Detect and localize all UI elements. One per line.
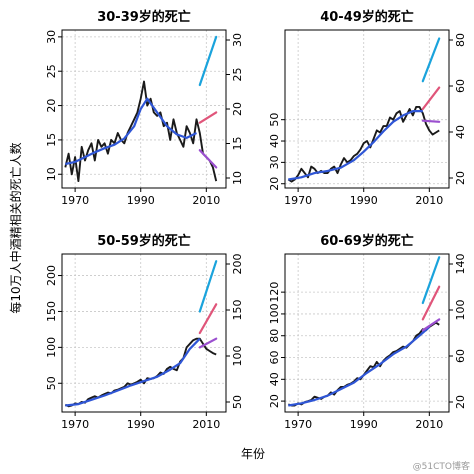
series-observed-line xyxy=(64,337,217,408)
series-scenario-mid-line xyxy=(421,86,441,111)
panel-3: 1970 1990 2010 50 100 150 200 50 100 150 200 50-59岁… xyxy=(45,233,244,431)
y-right-tick-label: 20 xyxy=(231,102,244,116)
plot-frame xyxy=(284,29,450,189)
y-left-tick-label: 20 xyxy=(268,177,281,191)
y-left-tick-label: 100 xyxy=(45,337,58,358)
x-tick-label: 1990 xyxy=(127,194,155,207)
y-right-tick-label: 140 xyxy=(454,254,467,275)
panel-4: 1970 1990 201020406080100120206010014060-6… xyxy=(268,233,467,431)
x-tick-label: 1990 xyxy=(350,194,378,207)
x-tick-label: 1970 xyxy=(284,418,312,431)
y-left-tick-label: 15 xyxy=(45,133,58,147)
x-tick-label: 1990 xyxy=(350,418,378,431)
y-left-tick-label: 200 xyxy=(45,265,58,286)
y-right-tick-label: 40 xyxy=(454,125,467,139)
series-smooth-line xyxy=(65,337,201,407)
series-scenario-low-line xyxy=(421,318,441,332)
x-tick-label: 2010 xyxy=(192,194,220,207)
y-left-tick-label: 30 xyxy=(45,30,58,44)
series-scenario-mid-line xyxy=(421,285,441,321)
y-left-tick-label: 120 xyxy=(268,282,281,303)
y-right-tick-label: 20 xyxy=(454,171,467,185)
panel-title: 30-39岁的死亡 xyxy=(97,9,191,25)
panel-title: 40-49岁的死亡 xyxy=(320,9,414,25)
series-scenario-high-line xyxy=(421,256,441,305)
y-left-tick-label: 10 xyxy=(45,167,58,181)
series-scenario-mid-line xyxy=(198,303,218,335)
series-scenario-mid-line xyxy=(198,111,218,124)
y-left-tick-label: 150 xyxy=(45,301,58,322)
y-left-tick-label: 20 xyxy=(268,394,281,408)
plot-frame xyxy=(284,253,450,413)
series-scenario-low-line xyxy=(198,149,218,169)
y-right-tick-label: 80 xyxy=(454,33,467,47)
series-scenario-low-line xyxy=(198,337,218,349)
y-left-tick-label: 60 xyxy=(268,351,281,365)
y-right-tick-label: 200 xyxy=(231,254,244,275)
plot-area xyxy=(287,256,441,407)
y-right-tick-label: 15 xyxy=(231,137,244,151)
series-scenario-high-line xyxy=(421,37,441,83)
y-right-tick-label: 60 xyxy=(454,79,467,93)
plot-area xyxy=(64,260,218,408)
series-smooth-line xyxy=(65,97,197,166)
y-right-tick-label: 30 xyxy=(231,33,244,47)
figure-y-axis-label: 每10万人中酒精相关的死亡人数 xyxy=(8,142,23,313)
y-right-tick-label: 100 xyxy=(454,300,467,321)
y-right-tick-label: 100 xyxy=(231,346,244,367)
y-left-tick-label: 100 xyxy=(268,303,281,324)
plot-area xyxy=(64,35,218,183)
y-left-tick-label: 25 xyxy=(45,64,58,78)
plot-area xyxy=(287,37,441,183)
x-tick-label: 1990 xyxy=(127,418,155,431)
x-tick-label: 2010 xyxy=(192,418,220,431)
plot-frame xyxy=(61,253,227,413)
y-right-tick-label: 10 xyxy=(231,171,244,185)
panel-1: 1970 1990 20101015202530101520253030-39岁的死… xyxy=(45,9,244,207)
series-scenario-low-line xyxy=(421,119,441,123)
y-left-tick-label: 50 xyxy=(45,376,58,390)
y-right-tick-label: 50 xyxy=(231,395,244,409)
y-right-tick-label: 60 xyxy=(454,349,467,363)
series-scenario-high-line xyxy=(198,35,218,87)
figure-x-axis-label: 年份 xyxy=(241,447,265,461)
y-left-tick-label: 40 xyxy=(268,134,281,148)
y-left-tick-label: 20 xyxy=(45,99,58,113)
y-right-tick-label: 150 xyxy=(231,300,244,321)
y-left-tick-label: 80 xyxy=(268,329,281,343)
series-smooth-line xyxy=(288,110,423,181)
series-smooth-line xyxy=(288,326,431,407)
series-scenario-high-line xyxy=(198,260,218,313)
y-left-tick-label: 30 xyxy=(268,155,281,169)
series-observed-line xyxy=(287,105,440,183)
y-right-tick-label: 25 xyxy=(231,68,244,82)
panel-title: 60-69岁的死亡 xyxy=(320,233,414,249)
panel-title: 50-59岁的死亡 xyxy=(97,233,191,249)
y-right-tick-label: 20 xyxy=(454,395,467,409)
x-tick-label: 2010 xyxy=(415,194,443,207)
plot-frame xyxy=(61,29,227,189)
y-left-tick-label: 40 xyxy=(268,372,281,386)
y-left-tick-label: 50 xyxy=(268,113,281,127)
watermark: @51CTO博客 xyxy=(413,460,470,472)
x-tick-label: 1970 xyxy=(284,194,312,207)
x-tick-label: 2010 xyxy=(415,418,443,431)
x-tick-label: 1970 xyxy=(61,194,89,207)
x-tick-label: 1970 xyxy=(61,418,89,431)
